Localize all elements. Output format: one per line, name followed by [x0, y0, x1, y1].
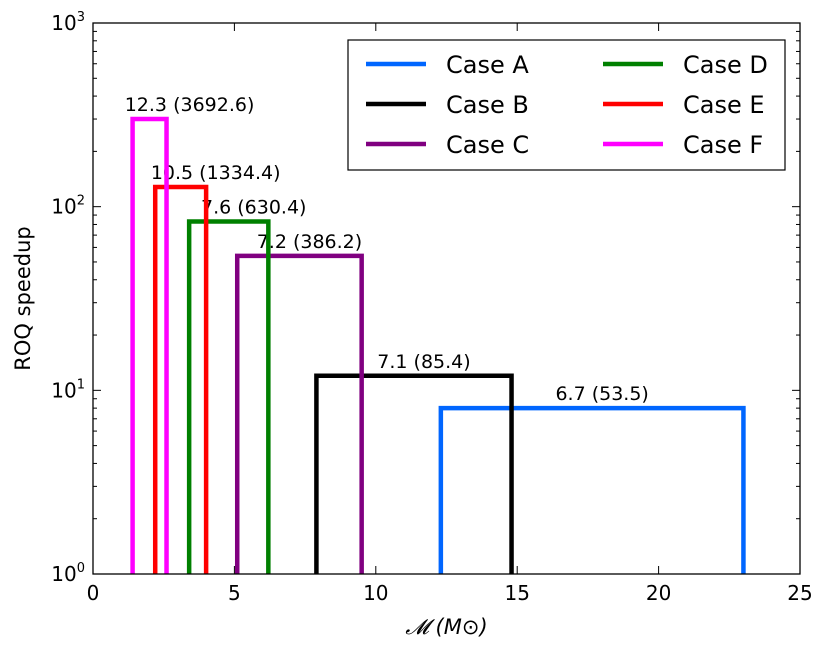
- series-step-case-c: [234, 253, 364, 574]
- y-axis-label: ROQ speedup: [11, 226, 35, 370]
- series-step-case-d: [186, 219, 271, 574]
- series-step-case-e: [152, 184, 209, 574]
- y-tick-label: 101: [51, 377, 85, 402]
- legend-label: Case D: [683, 51, 768, 79]
- y-tick-label: 102: [51, 194, 85, 219]
- legend: Case A Case B Case C Case D Case E Case F: [347, 39, 786, 171]
- legend-label: Case A: [446, 51, 529, 79]
- x-tick-label: 25: [787, 581, 812, 605]
- legend-label: Case F: [683, 131, 763, 159]
- x-tick-label: 5: [228, 581, 241, 605]
- x-tick-label: 10: [363, 581, 388, 605]
- legend-label: Case B: [446, 91, 529, 119]
- annotation-case-d: 7.6 (630.4): [201, 197, 306, 219]
- axis-ticks: 0 5 10 15 20 25 100 101 102 103: [51, 10, 812, 605]
- series-step-case-b: [314, 373, 514, 574]
- series-step-case-f: [130, 116, 169, 574]
- x-axis-label: 𝓜 (M⊙): [405, 615, 487, 639]
- plot-frame: [92, 22, 801, 575]
- legend-label: Case E: [683, 91, 765, 119]
- annotation-case-a: 6.7 (53.5): [555, 383, 648, 405]
- annotation-case-f: 12.3 (3692.6): [125, 94, 255, 116]
- x-tick-label: 20: [646, 581, 671, 605]
- legend-label: Case C: [446, 131, 529, 159]
- annotation-case-c: 7.2 (386.2): [257, 231, 362, 253]
- y-tick-label: 100: [51, 561, 85, 586]
- annotation-case-e: 10.5 (1334.4): [151, 162, 281, 184]
- plot-marks: 6.7 (53.5) 7.1 (85.4) 7.2 (386.2) 7.6 (630.…: [125, 94, 746, 574]
- series-step-case-a: [438, 405, 746, 574]
- y-tick-label: 103: [51, 10, 85, 35]
- x-tick-label: 0: [87, 581, 100, 605]
- annotation-case-b: 7.1 (85.4): [377, 351, 470, 373]
- x-tick-label: 15: [504, 581, 529, 605]
